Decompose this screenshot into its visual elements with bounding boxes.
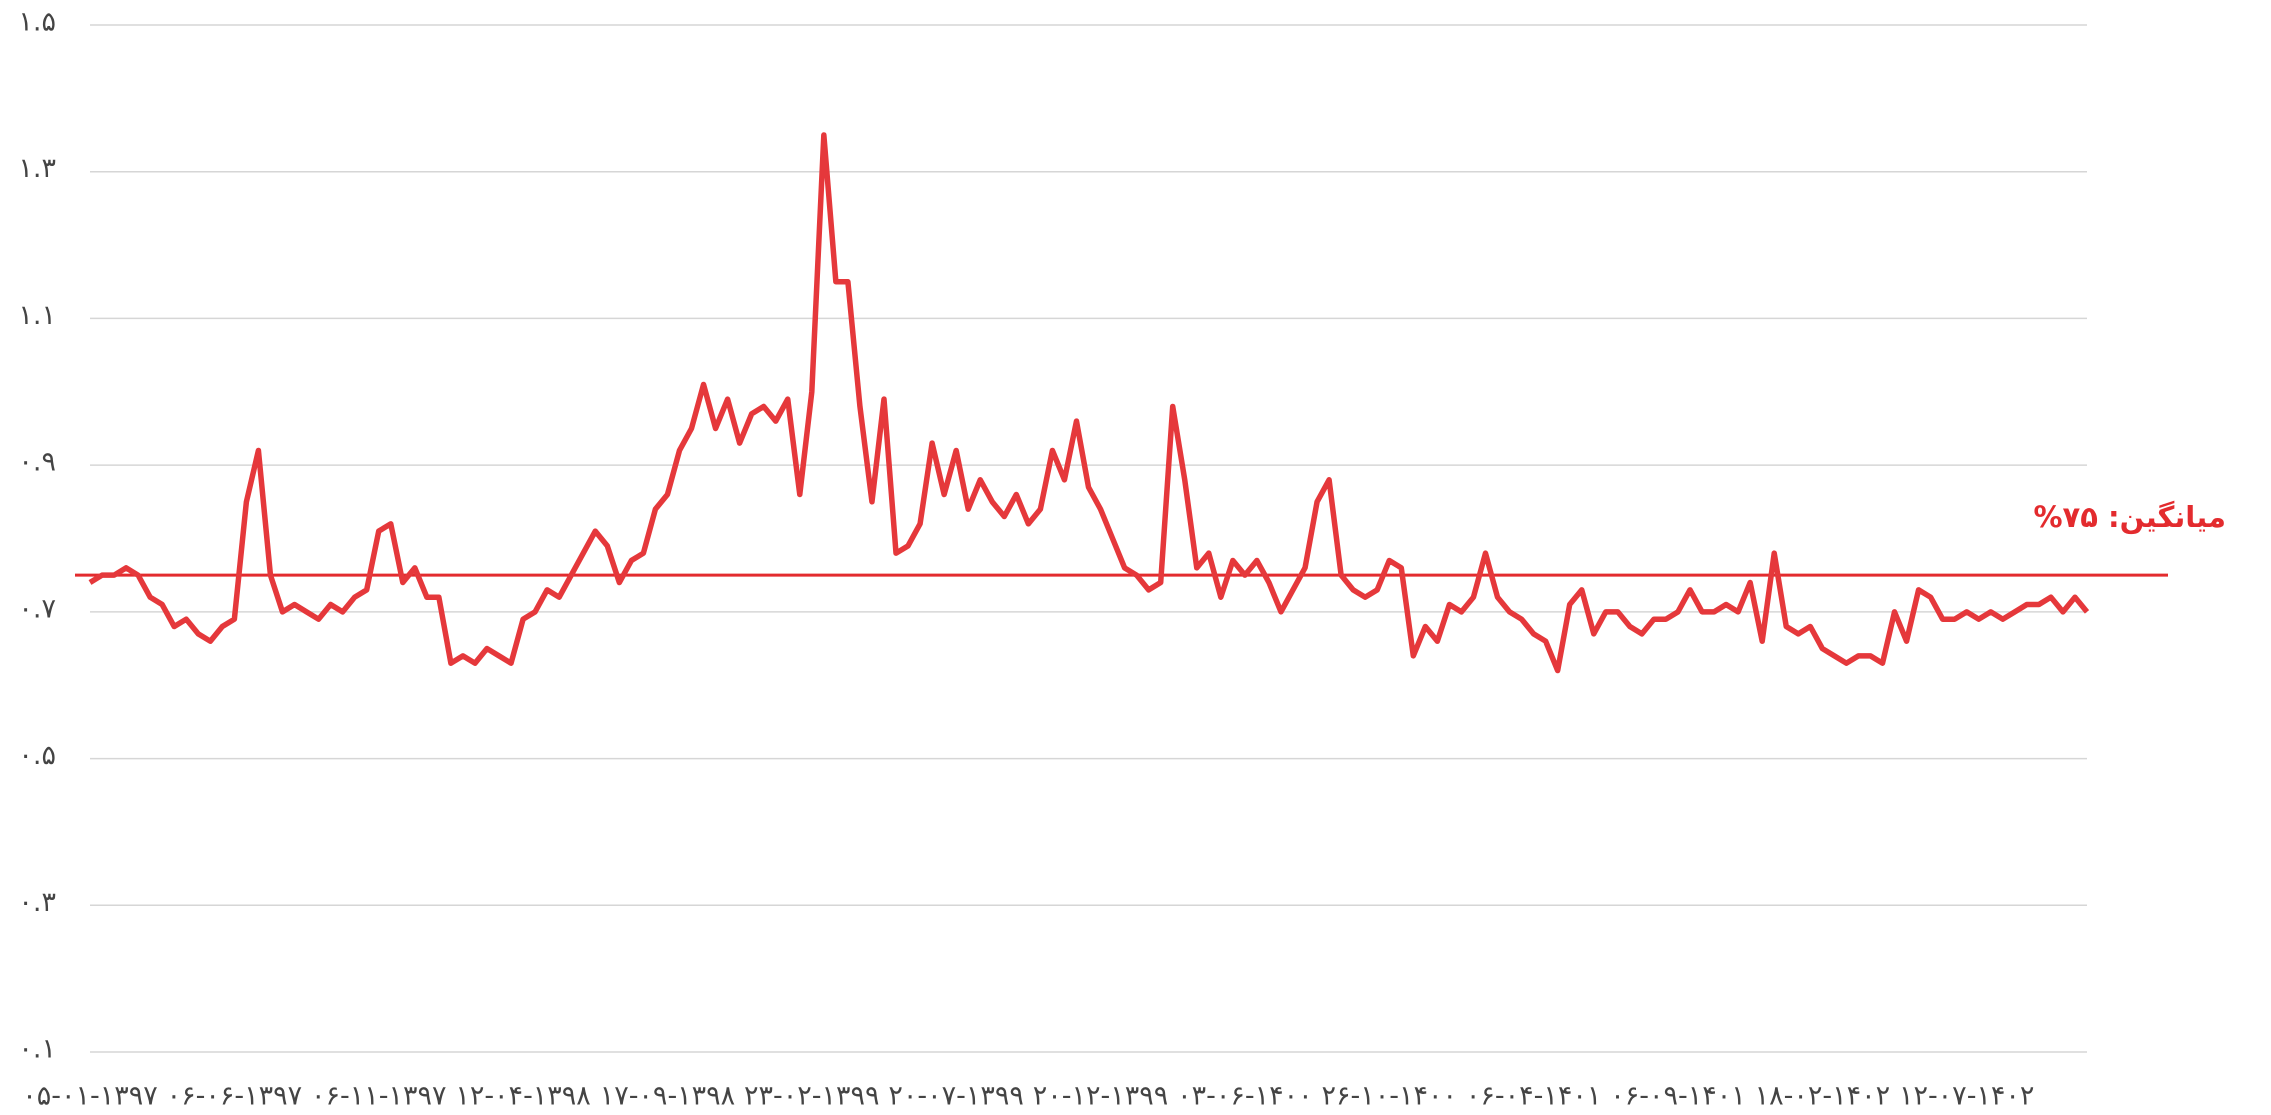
x-tick-label: ۱۲-۰۴-۱۳۹۸	[455, 1081, 591, 1112]
y-tick-label: ۱.۵	[18, 7, 56, 38]
y-tick-label: ۰.۷	[18, 593, 56, 624]
x-tick-label: ۰۶-۰۶-۱۳۹۷	[167, 1081, 303, 1112]
x-tick-label: ۰۵-۰۱-۱۳۹۷	[22, 1081, 158, 1112]
x-tick-label: ۱۷-۰۹-۱۳۹۸	[600, 1081, 736, 1112]
x-tick-label: ۰۶-۱۱-۱۳۹۷	[311, 1081, 447, 1112]
mean-label: میانگین: ۷۵%	[2033, 500, 2226, 534]
y-tick-label: ۰.۳	[18, 887, 56, 918]
y-tick-label: ۰.۹	[18, 447, 56, 478]
x-tick-label: ۰۳-۰۶-۱۴۰۰	[1177, 1081, 1313, 1112]
y-tick-label: ۰.۱	[18, 1034, 56, 1065]
x-tick-label: ۲۰-۰۷-۱۳۹۹	[888, 1081, 1024, 1112]
y-tick-label: ۰.۵	[18, 740, 56, 771]
x-tick-label: ۱۸-۰۲-۱۴۰۲	[1755, 1081, 1891, 1112]
data-line	[88, 132, 2090, 674]
x-tick-label: ۱۲-۰۷-۱۴۰۲	[1899, 1081, 2035, 1112]
y-tick-label: ۱.۳	[18, 153, 56, 184]
x-tick-label: ۲۳-۰۲-۱۳۹۹	[744, 1081, 880, 1112]
x-tick-label: ۲۶-۱۰-۱۴۰۰	[1321, 1081, 1457, 1112]
x-tick-label: ۰۶-۰۴-۱۴۰۱	[1466, 1081, 1602, 1112]
x-tick-label: ۲۰-۱۲-۱۳۹۹	[1033, 1081, 1169, 1112]
x-tick-label: ۰۶-۰۹-۱۴۰۱	[1610, 1081, 1746, 1112]
y-tick-label: ۱.۱	[18, 300, 56, 331]
